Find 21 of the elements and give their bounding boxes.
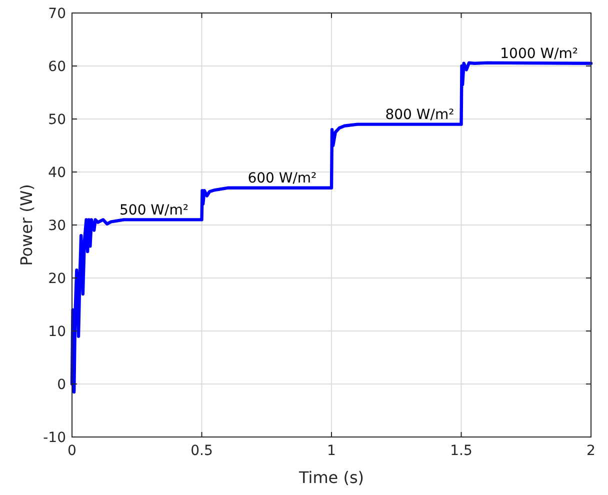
y-tick-label: 50 [48, 112, 66, 128]
y-tick-label: 40 [48, 164, 66, 181]
x-tick-label: 1.5 [450, 443, 472, 459]
y-tick-label: 30 [48, 218, 66, 234]
x-axis-title: Time (s) [298, 468, 364, 487]
y-tick-label: 60 [48, 58, 66, 75]
annotation: 500 W/m² [120, 202, 188, 218]
annotation: 800 W/m² [385, 107, 454, 123]
x-tick-label: 2 [586, 443, 596, 459]
x-tick-label: 1 [327, 443, 336, 459]
line-series [70, 61, 593, 394]
y-tick-label: 10 [48, 324, 66, 340]
y-axis-title: Power (W) [17, 184, 36, 266]
annotation: 600 W/m² [248, 170, 317, 187]
y-tick-label: 0 [57, 376, 66, 393]
annotation: 1000 W/m² [500, 46, 578, 62]
y-tick-label: -10 [43, 430, 66, 446]
x-tick-label: 0.5 [190, 443, 213, 459]
y-tick-label: 20 [48, 270, 66, 287]
y-tick-label: 70 [48, 6, 66, 22]
x-tick-label: 0 [68, 443, 76, 459]
